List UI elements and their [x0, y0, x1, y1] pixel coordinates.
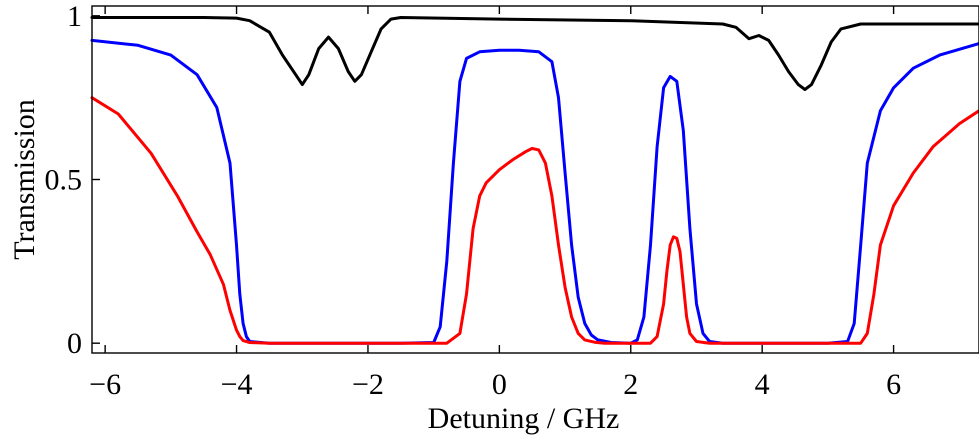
tick-labels-group: −6 −4 −2 0 2 4 6 0 0.5 1	[45, 0, 902, 401]
y-tick-label: 0	[67, 327, 82, 360]
y-axis-label: Transmission	[8, 99, 41, 260]
series-line-1	[90, 16, 979, 91]
x-tick-label: 4	[755, 368, 770, 401]
x-tick-label: 0	[492, 368, 507, 401]
ticks-group	[92, 6, 895, 353]
y-tick-label: 1	[67, 0, 82, 33]
series-line-3	[90, 96, 979, 345]
x-tick-label: −4	[221, 368, 253, 401]
x-tick-label: 6	[886, 368, 901, 401]
series-line-2	[90, 38, 979, 345]
x-tick-label: −6	[89, 368, 121, 401]
plot-frame	[91, 5, 979, 354]
x-tick-label: −2	[352, 368, 384, 401]
x-axis-label: Detuning / GHz	[428, 402, 620, 435]
series-group	[90, 16, 979, 345]
x-tick-label: 2	[623, 368, 638, 401]
y-tick-label: 0.5	[45, 164, 83, 197]
